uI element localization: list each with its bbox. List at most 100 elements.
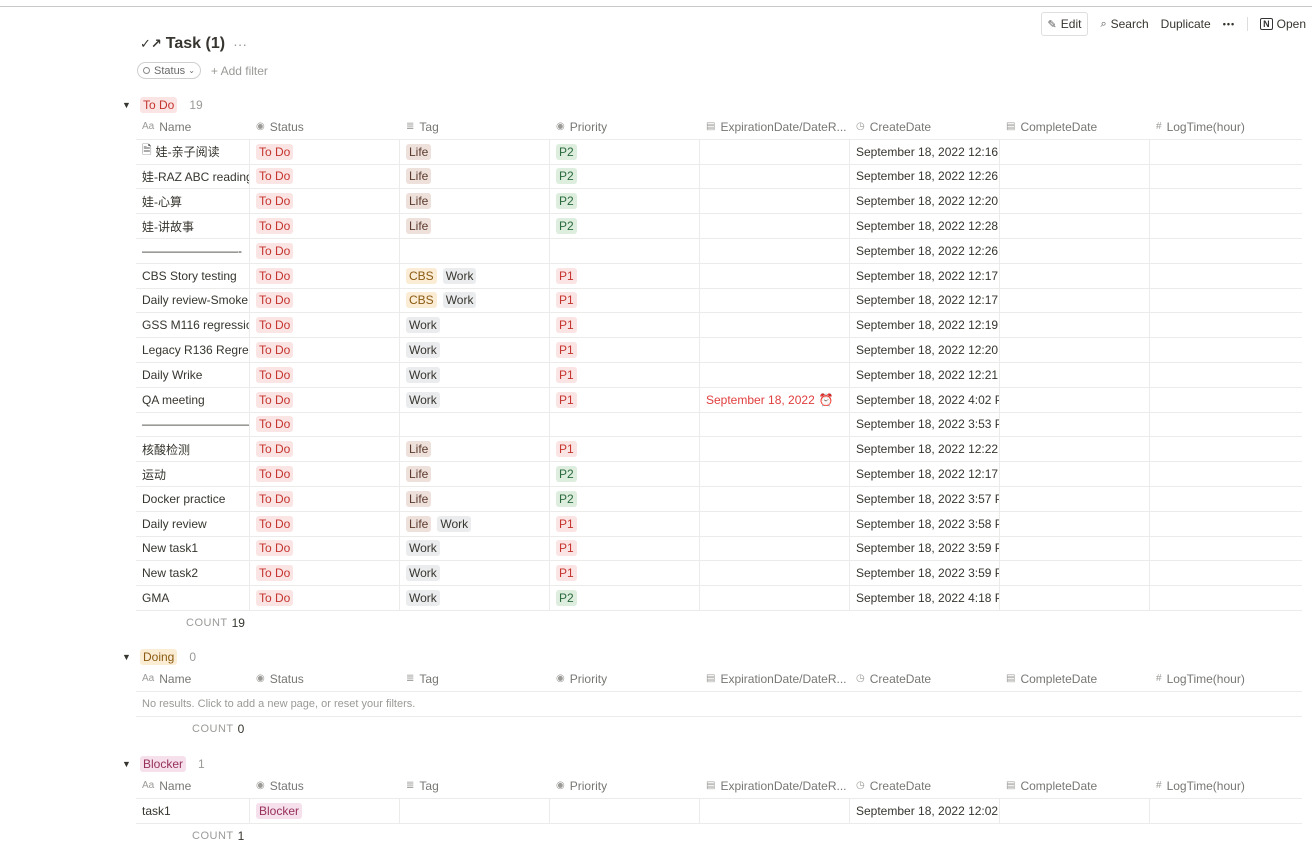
name-cell[interactable]: New task1	[136, 536, 250, 561]
expiration-date-cell[interactable]	[700, 462, 850, 486]
expiration-date-cell[interactable]	[700, 288, 850, 313]
name-cell[interactable]: Docker practice	[136, 486, 250, 511]
group-header[interactable]: ▼ Blocker 1	[122, 754, 1312, 774]
table-row[interactable]: QA meeting To Do Work P1 September 18, 2022 ⏰…	[136, 387, 1302, 413]
status-cell[interactable]: To Do	[250, 288, 400, 313]
status-cell[interactable]: To Do	[250, 387, 400, 412]
status-cell[interactable]: To Do	[250, 164, 400, 189]
create-date-cell[interactable]: September 18, 2022 3:59 PM	[850, 561, 1000, 586]
create-date-cell[interactable]: September 18, 2022 12:26 PM	[850, 238, 1000, 263]
table-row[interactable]: ————————- To Do September 18, 2022 12:26 P…	[136, 238, 1302, 264]
complete-date-cell[interactable]	[1000, 288, 1150, 313]
collapse-triangle-icon[interactable]: ▼	[122, 652, 131, 662]
priority-cell[interactable]: P2	[550, 586, 700, 610]
duplicate-button[interactable]: Duplicate	[1160, 17, 1211, 31]
logtime-cell[interactable]	[1150, 140, 1302, 164]
name-cell[interactable]: Daily review	[136, 511, 250, 536]
count-summary[interactable]: COUNT 19	[136, 611, 1302, 636]
name-cell[interactable]: CBS Story testing	[136, 263, 250, 288]
expiration-date-cell[interactable]	[700, 536, 850, 561]
table-row[interactable]: Daily Wrike To Do Work P1 September 18, 2022…	[136, 362, 1302, 388]
table-row[interactable]: GMA To Do Work P2 September 18, 2022 4:18 PM	[136, 586, 1302, 611]
create-date-cell[interactable]: September 18, 2022 12:19 PM	[850, 313, 1000, 338]
name-cell[interactable]: GSS M116 regression	[136, 313, 250, 338]
column-header[interactable]: ◉ Priority	[550, 667, 700, 691]
table-row[interactable]: 娃-RAZ ABC reading To Do Life P2 September 18…	[136, 164, 1302, 190]
column-header[interactable]: ◉ Priority	[550, 774, 700, 798]
logtime-cell[interactable]	[1150, 189, 1302, 213]
column-header[interactable]: ◷ CreateDate	[850, 774, 1000, 798]
create-date-cell[interactable]: September 18, 2022 3:57 PM	[850, 486, 1000, 511]
complete-date-cell[interactable]	[1000, 189, 1150, 214]
expiration-date-cell[interactable]	[700, 511, 850, 536]
count-summary[interactable]: COUNT 0	[136, 717, 1302, 742]
expiration-date-cell[interactable]: September 18, 2022 ⏰	[700, 387, 850, 412]
table-row[interactable]: —————————— To Do September 18, 2022 3:53 P…	[136, 412, 1302, 438]
column-header[interactable]: Aa Name	[136, 115, 250, 139]
create-date-cell[interactable]: September 18, 2022 3:53 PM	[850, 412, 1000, 437]
create-date-cell[interactable]: September 18, 2022 12:17 PM	[850, 288, 1000, 313]
column-header[interactable]: ◉ Status	[250, 774, 400, 798]
name-cell[interactable]: Legacy R136 Regression	[136, 338, 250, 362]
complete-date-cell[interactable]	[1000, 313, 1150, 338]
expiration-date-cell[interactable]	[700, 263, 850, 288]
complete-date-cell[interactable]	[1000, 263, 1150, 288]
search-button[interactable]: ⌕ Search	[1100, 17, 1149, 31]
priority-cell[interactable]: P1	[550, 338, 700, 362]
name-cell[interactable]: QA meeting	[136, 387, 250, 412]
name-cell[interactable]: Daily Wrike	[136, 362, 250, 387]
status-cell[interactable]: To Do	[250, 313, 400, 338]
name-cell[interactable]: 娃-讲故事	[136, 214, 250, 238]
table-row[interactable]: Daily review-Smoke To Do CBS Work P1 Septembe…	[136, 288, 1302, 314]
complete-date-cell[interactable]	[1000, 362, 1150, 387]
tag-cell[interactable]: Life	[400, 486, 550, 511]
logtime-cell[interactable]	[1150, 214, 1302, 238]
priority-cell[interactable]	[550, 238, 700, 263]
complete-date-cell[interactable]	[1000, 387, 1150, 412]
priority-cell[interactable]: P1	[550, 511, 700, 536]
tag-cell[interactable]: CBS Work	[400, 263, 550, 288]
priority-cell[interactable]: P2	[550, 486, 700, 511]
column-header[interactable]: ≣ Tag	[400, 667, 550, 691]
column-header[interactable]: ◉ Priority	[550, 115, 700, 139]
column-header[interactable]: Aa Name	[136, 774, 250, 798]
column-header[interactable]: ◉ Status	[250, 115, 400, 139]
status-cell[interactable]: To Do	[250, 412, 400, 437]
tag-cell[interactable]: Work	[400, 561, 550, 586]
status-cell[interactable]: To Do	[250, 238, 400, 263]
priority-cell[interactable]: P2	[550, 189, 700, 214]
status-cell[interactable]: To Do	[250, 486, 400, 511]
priority-cell[interactable]	[550, 798, 700, 823]
column-header[interactable]: ▤ CompleteDate	[1000, 774, 1150, 798]
table-row[interactable]: 核酸检测 To Do Life P1 September 18, 2022 12:22 …	[136, 437, 1302, 463]
expiration-date-cell[interactable]	[700, 214, 850, 238]
logtime-cell[interactable]	[1150, 289, 1302, 313]
count-summary[interactable]: COUNT 1	[136, 824, 1302, 849]
column-header[interactable]: ◷ CreateDate	[850, 115, 1000, 139]
add-filter-button[interactable]: + Add filter	[210, 63, 268, 78]
column-header[interactable]: Aa Name	[136, 667, 250, 691]
complete-date-cell[interactable]	[1000, 536, 1150, 561]
priority-cell[interactable]: P1	[550, 313, 700, 338]
complete-date-cell[interactable]	[1000, 437, 1150, 462]
expiration-date-cell[interactable]	[700, 189, 850, 214]
logtime-cell[interactable]	[1150, 413, 1302, 437]
expiration-date-cell[interactable]	[700, 313, 850, 338]
create-date-cell[interactable]: September 18, 2022 12:22 PM	[850, 437, 1000, 462]
create-date-cell[interactable]: September 18, 2022 12:28 PM	[850, 214, 1000, 238]
status-cell[interactable]: To Do	[250, 362, 400, 387]
status-cell[interactable]: Blocker	[250, 798, 400, 823]
name-cell[interactable]: ——————————	[136, 412, 250, 437]
logtime-cell[interactable]	[1150, 239, 1302, 263]
expiration-date-cell[interactable]	[700, 238, 850, 263]
create-date-cell[interactable]: September 18, 2022 4:02 PM	[850, 387, 1000, 412]
complete-date-cell[interactable]	[1000, 561, 1150, 586]
table-row[interactable]: CBS Story testing To Do CBS Work P1 September…	[136, 263, 1302, 289]
status-cell[interactable]: To Do	[250, 263, 400, 288]
tag-cell[interactable]	[400, 798, 550, 823]
tag-cell[interactable]: Work	[400, 362, 550, 387]
tag-cell[interactable]: Work	[400, 338, 550, 362]
complete-date-cell[interactable]	[1000, 486, 1150, 511]
column-header[interactable]: ▤ ExpirationDate/DateR...	[700, 115, 850, 139]
priority-cell[interactable]: P1	[550, 536, 700, 561]
